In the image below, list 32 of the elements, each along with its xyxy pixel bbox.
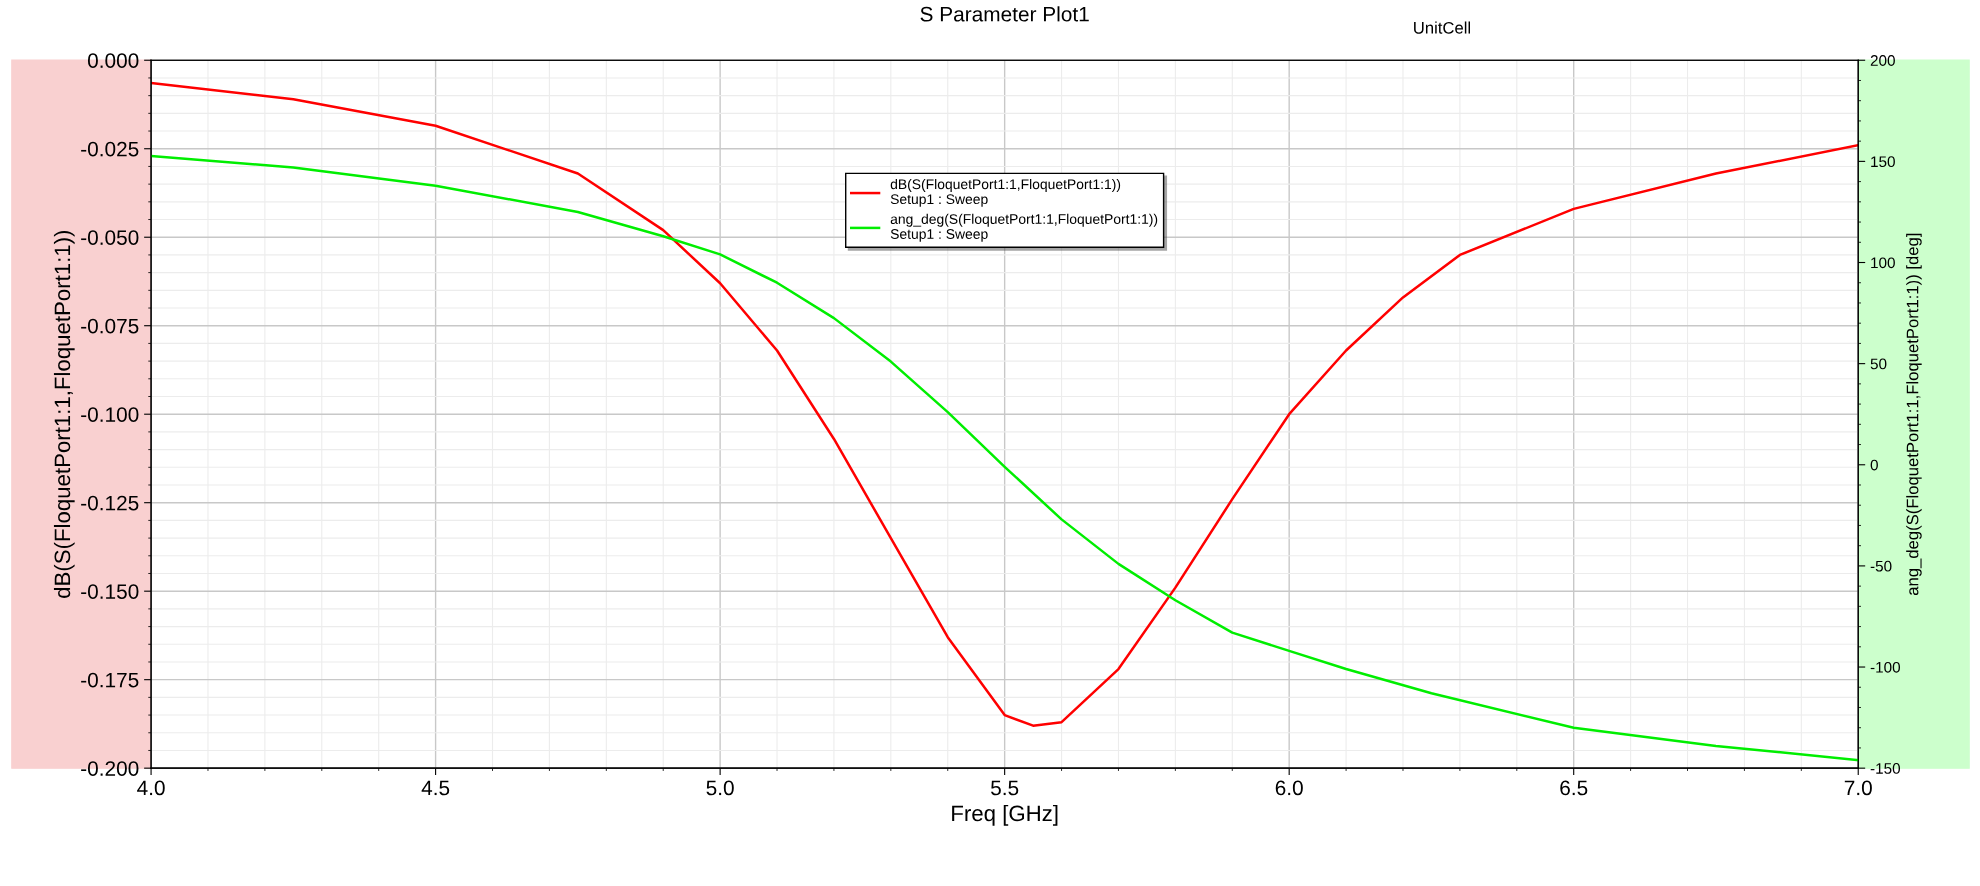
y2-tick-label: 50 [1870,358,1887,370]
y2-tick-label: -150 [1870,763,1901,774]
y2-tick-label: 100 [1871,257,1895,269]
y-tick-label: -0.200 [81,761,139,776]
text: UnitCell [1414,21,1471,34]
legend-label: ang_deg(S(FloquetPort1:1,FloquetPort1:1)) Setup1 : Sweep [890,213,1158,242]
chart-title: S Parameter Plot1 [920,6,1089,22]
x-tick-label: 7.0 [1844,780,1872,796]
x-tick-label: 5.5 [991,780,1019,796]
x-tick-label: 6.5 [1560,780,1588,796]
line-series [151,154,1859,762]
y2-tick-label: -100 [1870,661,1901,673]
y-tick-label: 0.000 [87,53,139,68]
y2-tick-label: 200 [1870,55,1895,66]
y2-tick-label: -50 [1870,560,1892,572]
y-tick-label: -0.125 [81,495,139,511]
x-axis-title: Freq [GHz] [952,804,1058,826]
y-tick-label: -0.025 [81,141,139,157]
y-tick-label: -0.100 [81,407,139,422]
y-axis-title: dB(S(FloquetPort1:1,FloquetPort1:1)) [53,230,75,598]
x-tick-label: 4.0 [137,780,165,796]
y-tick-label: -0.075 [81,318,139,334]
y2-tick-label: 0 [1870,459,1878,471]
x-tick-label: 5.0 [706,780,734,796]
y-tick-label: -0.050 [81,230,139,245]
x-tick-label: 6.0 [1275,780,1303,796]
x-tick-label: 4.5 [421,780,450,796]
y2-axis-title: ang_deg(S(FloquetPort1:1,FloquetPort1:1)) [deg] [1906,233,1922,596]
line-series [151,81,1859,727]
y2-tick-label: 150 [1871,156,1895,168]
y-tick-label: -0.175 [81,672,139,688]
y-tick-label: -0.150 [81,584,139,599]
